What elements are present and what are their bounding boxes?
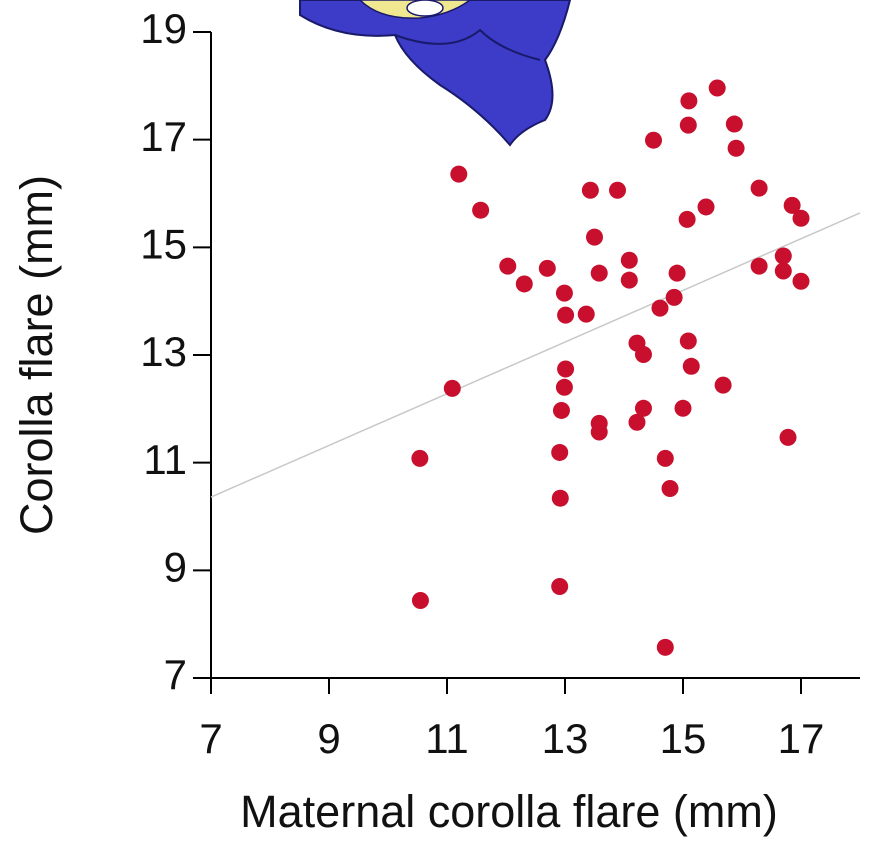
point [590,423,608,441]
trend-line [210,212,861,498]
point [682,357,700,375]
point [665,288,683,306]
point [651,299,669,317]
point [679,332,697,350]
point [620,271,638,289]
point [609,181,627,199]
point [708,79,726,97]
point [551,489,569,507]
x-tick-label: 13 [542,715,589,762]
point [443,379,461,397]
point [628,413,646,431]
point [472,201,490,219]
point [727,139,745,157]
y-tick-label: 19 [140,5,187,52]
x-tick-label: 7 [199,715,222,762]
y-tick-label: 15 [140,220,187,267]
point [674,399,692,417]
point [750,257,768,275]
point [555,284,573,302]
point [581,181,599,199]
y-tick-label: 11 [143,436,187,483]
point [661,480,679,498]
point [590,264,608,282]
point [411,591,429,609]
point [450,165,468,183]
point [499,257,517,275]
point [680,92,698,110]
point [714,376,732,394]
point [557,306,575,324]
point [538,259,556,277]
point [697,198,715,216]
point [792,272,810,290]
point [783,196,801,214]
point [678,210,696,228]
y-tick-label: 17 [140,113,187,160]
point [551,443,569,461]
point [645,131,662,149]
y-tick-label: 13 [140,328,187,375]
x-tick-label: 17 [778,715,825,762]
point [774,262,792,280]
point [656,449,674,467]
point [634,399,652,417]
x-tick-label: 9 [317,715,340,762]
point [555,378,573,396]
point [411,449,429,467]
point [750,179,768,197]
point [515,275,533,293]
point [557,360,575,378]
point [668,264,686,282]
point [656,638,674,656]
y-tick-label: 7 [164,651,187,698]
y-axis-title: Corolla flare (mm) [11,175,62,535]
point [551,577,569,595]
point [792,209,810,227]
y-tick-label: 9 [164,543,187,590]
x-axis-title: Maternal corolla flare (mm) [240,786,778,837]
point [725,115,743,133]
point [779,428,797,446]
point [577,305,595,323]
point [552,401,570,419]
flower-illustration [299,0,572,147]
x-tick-label: 11 [425,715,469,762]
x-tick-label: 15 [660,715,707,762]
point [620,251,638,269]
point [679,116,697,134]
point [634,345,652,363]
point [774,247,792,265]
point [586,228,603,246]
